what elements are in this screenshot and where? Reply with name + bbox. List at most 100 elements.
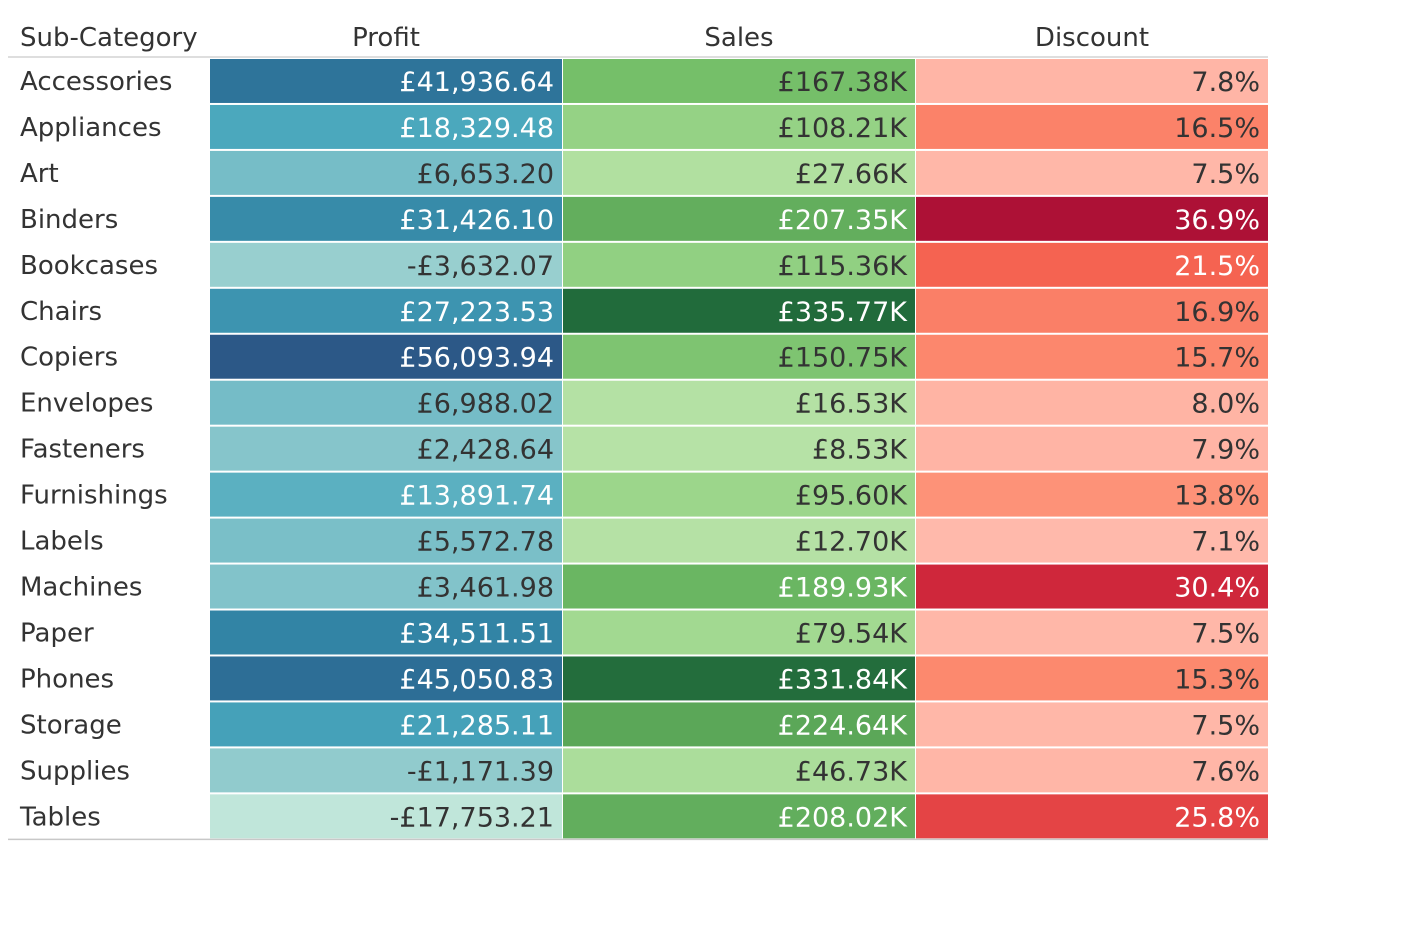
profit-value-label: £5,572.78 <box>417 527 554 558</box>
profit-cell <box>210 242 562 287</box>
discount-cell <box>916 104 1268 149</box>
discount-cell <box>916 656 1268 701</box>
profit-value-label: £13,891.74 <box>399 481 554 512</box>
profit-cell <box>210 196 562 241</box>
profit-cell <box>210 150 562 195</box>
discount-cell <box>916 518 1268 563</box>
sales-value-label: £79.54K <box>795 619 908 650</box>
discount-cell <box>916 288 1268 333</box>
sales-cell <box>563 472 915 517</box>
row-label: Art <box>20 159 59 189</box>
table-row: Phones £45,050.83 £331.84K 15.3% <box>20 656 1268 701</box>
profit-cell <box>210 564 562 609</box>
profit-cell <box>210 59 562 103</box>
table-row: Machines £3,461.98 £189.93K 30.4% <box>20 564 1268 609</box>
discount-cell <box>916 196 1268 241</box>
row-label: Storage <box>20 710 122 740</box>
row-label: Supplies <box>20 756 130 786</box>
table-row: Paper £34,511.51 £79.54K 7.5% <box>20 610 1268 655</box>
profit-value-label: £27,223.53 <box>399 297 554 328</box>
header-row: Sub-Category Profit Sales Discount <box>20 23 1149 53</box>
discount-value-label: 16.9% <box>1174 297 1260 328</box>
sales-cell <box>563 426 915 471</box>
profit-value-label: £2,428.64 <box>417 435 554 466</box>
row-label: Envelopes <box>20 389 153 419</box>
sales-cell <box>563 656 915 701</box>
sales-cell <box>563 794 915 839</box>
profit-value-label: -£17,753.21 <box>390 802 554 833</box>
discount-cell <box>916 748 1268 793</box>
data-rows: Accessories £41,936.64 £167.38K 7.8% Applian… <box>19 59 1268 839</box>
profit-value-label: £45,050.83 <box>399 664 554 695</box>
discount-value-label: 7.5% <box>1191 159 1260 190</box>
profit-value-label: £41,936.64 <box>399 67 554 98</box>
discount-value-label: 21.5% <box>1174 251 1260 282</box>
row-label: Accessories <box>20 67 172 97</box>
table-row: Labels £5,572.78 £12.70K 7.1% <box>20 518 1268 563</box>
table-row: Chairs £27,223.53 £335.77K 16.9% <box>20 288 1268 333</box>
discount-cell <box>916 380 1268 425</box>
table-row: Fasteners £2,428.64 £8.53K 7.9% <box>20 426 1268 471</box>
profit-value-label: £18,329.48 <box>399 113 554 144</box>
profit-cell <box>210 472 562 517</box>
profit-value-label: £31,426.10 <box>399 205 554 236</box>
sales-value-label: £16.53K <box>795 389 908 420</box>
row-label: Fasteners <box>20 435 145 465</box>
column-header-discount: Discount <box>1035 23 1149 53</box>
row-label: Chairs <box>20 297 102 327</box>
discount-value-label: 7.6% <box>1191 756 1260 787</box>
row-label: Furnishings <box>20 481 168 511</box>
discount-value-label: 7.9% <box>1191 435 1260 466</box>
table-row: Bookcases -£3,632.07 £115.36K 21.5% <box>20 242 1268 287</box>
table-row: Art £6,653.20 £27.66K 7.5% <box>20 150 1268 195</box>
table-row: Copiers £56,093.94 £150.75K 15.7% <box>20 334 1268 379</box>
discount-cell <box>916 59 1268 103</box>
discount-value-label: 8.0% <box>1191 389 1260 420</box>
sales-value-label: £224.64K <box>778 710 909 741</box>
row-label: Paper <box>20 619 94 649</box>
row-label: Copiers <box>20 343 118 373</box>
sales-cell <box>563 564 915 609</box>
row-label: Bookcases <box>20 251 158 281</box>
sales-value-label: £8.53K <box>812 435 908 466</box>
profit-cell <box>210 380 562 425</box>
discount-value-label: 7.5% <box>1191 710 1260 741</box>
row-header-sub-category: Sub-Category <box>20 23 198 53</box>
table-row: Tables -£17,753.21 £208.02K 25.8% <box>19 794 1268 839</box>
sales-value-label: £46.73K <box>795 756 908 787</box>
discount-value-label: 7.5% <box>1191 619 1260 650</box>
sales-cell <box>563 518 915 563</box>
sales-cell <box>563 104 915 149</box>
discount-value-label: 36.9% <box>1174 205 1260 236</box>
sales-value-label: £27.66K <box>795 159 908 190</box>
table-row: Supplies -£1,171.39 £46.73K 7.6% <box>20 748 1268 793</box>
profit-cell <box>210 334 562 379</box>
row-label: Tables <box>19 802 101 832</box>
sales-cell <box>563 196 915 241</box>
table-row: Accessories £41,936.64 £167.38K 7.8% <box>20 59 1268 103</box>
discount-value-label: 25.8% <box>1174 802 1260 833</box>
column-header-profit: Profit <box>352 23 420 53</box>
sales-cell <box>563 702 915 747</box>
sales-value-label: £167.38K <box>778 67 909 98</box>
discount-cell <box>916 426 1268 471</box>
sales-cell <box>563 610 915 655</box>
profit-cell <box>210 656 562 701</box>
profit-value-label: £34,511.51 <box>399 619 554 650</box>
discount-value-label: 15.7% <box>1174 343 1260 374</box>
table-row: Appliances £18,329.48 £108.21K 16.5% <box>20 104 1268 149</box>
profit-value-label: £21,285.11 <box>399 710 554 741</box>
profit-cell <box>210 104 562 149</box>
discount-cell <box>916 702 1268 747</box>
sales-cell <box>563 334 915 379</box>
discount-value-label: 13.8% <box>1174 481 1260 512</box>
profit-value-label: £3,461.98 <box>417 573 554 604</box>
sales-cell <box>563 748 915 793</box>
sales-cell <box>563 59 915 103</box>
sales-value-label: £12.70K <box>795 527 908 558</box>
discount-cell <box>916 564 1268 609</box>
profit-value-label: £56,093.94 <box>399 343 554 374</box>
sales-value-label: £115.36K <box>778 251 909 282</box>
profit-value-label: -£3,632.07 <box>407 251 554 282</box>
profit-value-label: £6,988.02 <box>417 389 554 420</box>
